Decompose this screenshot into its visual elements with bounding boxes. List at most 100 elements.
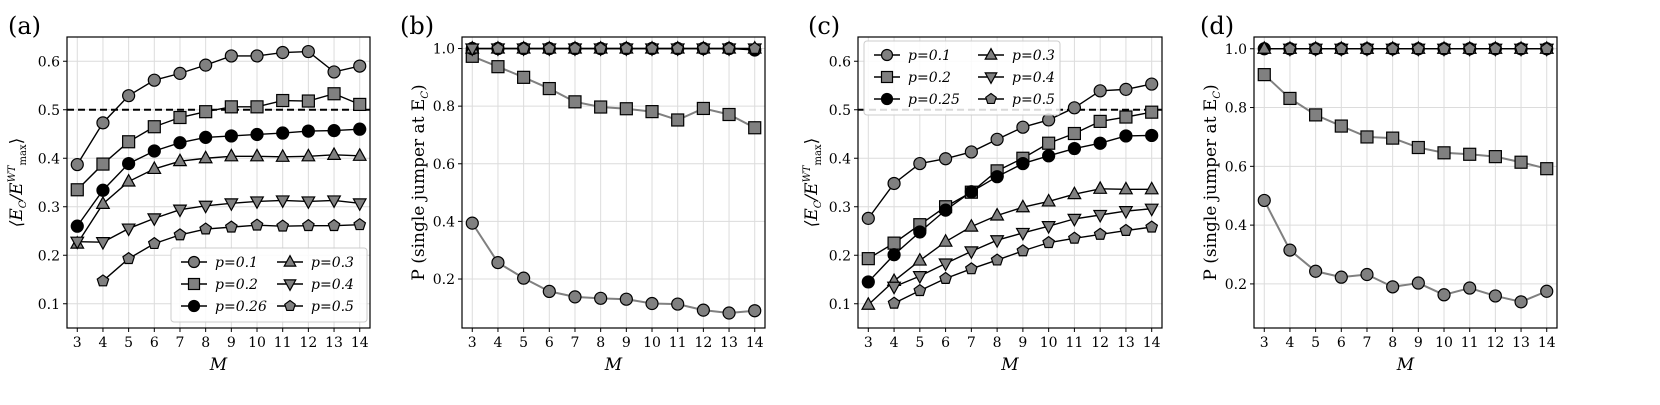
data-point	[542, 284, 556, 299]
legend-label: p=0.26	[215, 299, 267, 315]
x-tick-label: 3	[73, 335, 82, 351]
data-point	[1145, 220, 1159, 233]
legend-label: p=0.3	[311, 255, 354, 271]
data-point	[1463, 42, 1477, 55]
data-point	[938, 152, 953, 166]
data-point	[645, 41, 659, 54]
data-point	[147, 144, 161, 158]
data-point	[1257, 68, 1271, 82]
data-point	[861, 211, 875, 225]
data-point	[990, 132, 1004, 146]
data-point	[722, 306, 736, 320]
data-point	[1334, 270, 1348, 284]
data-point	[224, 100, 238, 114]
x-tick-label: 6	[150, 335, 159, 351]
data-point	[96, 116, 110, 130]
plot-frame	[66, 36, 371, 329]
series-line	[1263, 73, 1547, 170]
data-point	[249, 148, 265, 162]
x-tick-label: 10	[248, 335, 266, 351]
data-point	[1016, 244, 1030, 257]
data-point	[353, 59, 367, 73]
data-point	[887, 248, 901, 262]
x-tick-label: 5	[124, 335, 133, 351]
data-point	[250, 127, 264, 142]
data-point	[542, 41, 556, 54]
y-tick-label: 0.3	[38, 200, 60, 216]
panel-label: (a)	[8, 12, 41, 40]
x-tick-label: 13	[720, 335, 738, 351]
series-line	[76, 154, 360, 244]
y-label-sup: WT	[7, 164, 18, 182]
data-point	[1144, 181, 1160, 195]
data-point	[276, 126, 290, 140]
data-point	[224, 49, 238, 63]
data-point	[1092, 209, 1108, 224]
data-point	[276, 219, 290, 232]
x-tick-label: 4	[493, 335, 502, 351]
data-point	[353, 97, 367, 112]
y-tick-label: 0.8	[433, 99, 455, 115]
data-point	[122, 156, 136, 171]
x-tick-label: 4	[98, 335, 107, 351]
y-tick-label: 0.2	[433, 272, 455, 288]
data-point	[301, 124, 315, 138]
data-point	[748, 304, 762, 318]
x-tick-label: 12	[1486, 335, 1504, 351]
x-tick-label: 13	[1512, 335, 1530, 351]
data-point	[938, 233, 953, 247]
data-point	[1256, 40, 1272, 54]
series-line	[76, 93, 360, 191]
x-tick-label: 6	[545, 335, 554, 351]
data-point	[1042, 149, 1056, 163]
x-tick-label: 11	[1461, 335, 1479, 351]
data-point	[95, 195, 111, 209]
y-label-sub: C	[813, 200, 824, 208]
y-label-part: )	[409, 84, 429, 91]
x-tick-label: 14	[746, 335, 764, 351]
data-point	[568, 95, 582, 109]
legend-marker	[984, 72, 998, 85]
data-point	[276, 93, 290, 108]
x-tick-label: 11	[274, 335, 292, 351]
legend-label: p=0.2	[908, 70, 951, 86]
data-point	[224, 148, 239, 162]
data-point	[276, 45, 290, 60]
data-point	[1118, 206, 1134, 220]
x-tick-label: 12	[299, 335, 317, 351]
data-point	[1360, 267, 1374, 282]
data-point	[224, 220, 238, 233]
y-tick-label: 0.2	[38, 248, 60, 264]
data-point	[491, 60, 505, 74]
legend-label: p=0.5	[311, 299, 354, 315]
panel-b: 3 4 5 6 7 8 9 10 11 12 13 140.20.40.60.81.0(b)MP (s…	[400, 12, 766, 375]
y-label-part: ⟩	[802, 138, 822, 145]
data-point	[275, 148, 291, 162]
panel-label: (c)	[808, 12, 840, 40]
x-tick-label: 10	[1435, 335, 1453, 351]
series-line	[471, 55, 756, 129]
data-point	[619, 41, 633, 54]
data-point	[696, 41, 710, 54]
y-axis-label: P (single jumper at EC)	[409, 84, 431, 280]
data-point	[1119, 110, 1133, 124]
data-point	[1042, 136, 1056, 150]
y-tick-label: 0.6	[1225, 159, 1247, 175]
data-point	[619, 102, 633, 116]
data-point	[1437, 146, 1451, 160]
data-point	[517, 41, 531, 54]
legend-marker	[284, 299, 296, 312]
legend: p=0.1 p=0.2 p=0.26 p=0.3 p=0.4 p=0.5	[170, 247, 368, 323]
data-point	[1041, 221, 1056, 235]
data-point	[121, 173, 136, 187]
y-label-part: ⟨E	[802, 208, 822, 228]
data-point	[172, 153, 188, 167]
data-point	[1119, 82, 1133, 96]
y-tick-label: 0.1	[38, 297, 60, 313]
data-point	[250, 100, 264, 114]
x-tick-label: 6	[1337, 335, 1346, 351]
y-label-part: )	[1201, 84, 1221, 91]
data-point	[95, 237, 111, 251]
data-point	[1514, 295, 1528, 309]
data-point	[913, 225, 927, 239]
